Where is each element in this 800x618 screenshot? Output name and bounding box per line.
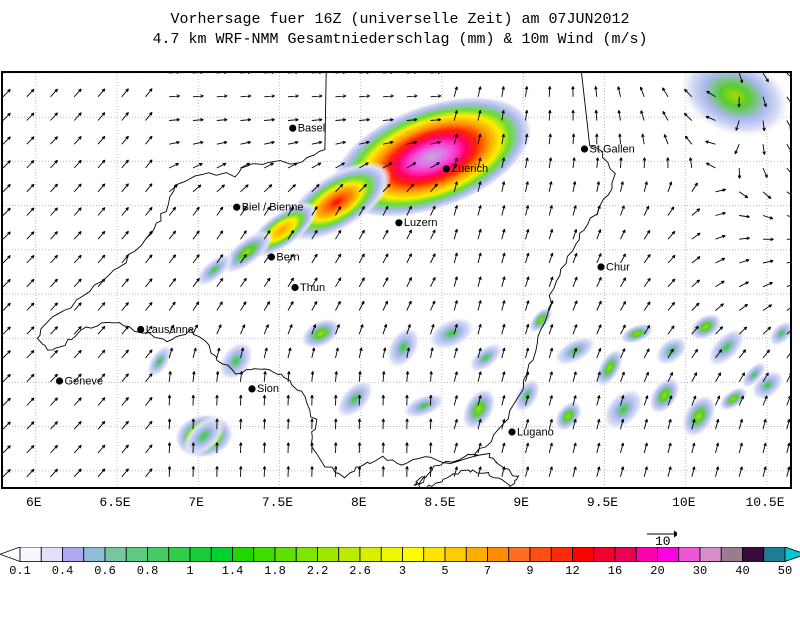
svg-text:Sion: Sion <box>257 383 279 395</box>
svg-text:St.Gallen: St.Gallen <box>590 143 635 155</box>
svg-text:Bern: Bern <box>276 251 299 263</box>
svg-text:Geneve: Geneve <box>65 375 104 387</box>
svg-text:Chur: Chur <box>606 261 630 273</box>
svg-text:Zuerich: Zuerich <box>451 163 488 175</box>
svg-text:Lausanne: Lausanne <box>146 324 194 336</box>
svg-text:Thun: Thun <box>300 282 325 294</box>
svg-text:Biel / Bienne: Biel / Bienne <box>242 202 304 214</box>
svg-text:Basel: Basel <box>298 123 326 135</box>
svg-text:Lugano: Lugano <box>517 426 554 438</box>
svg-text:Luzern: Luzern <box>404 217 438 229</box>
